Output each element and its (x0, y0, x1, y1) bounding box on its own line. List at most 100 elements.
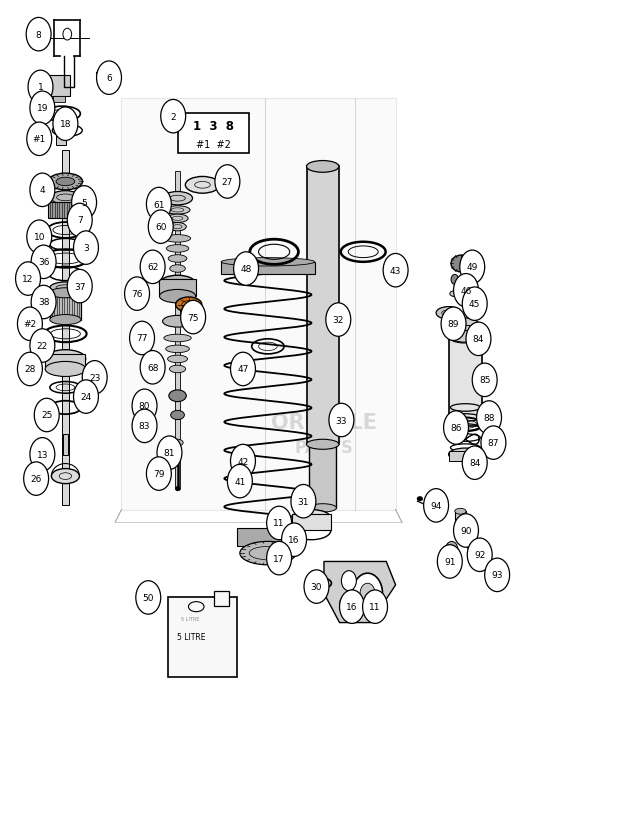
Ellipse shape (51, 469, 80, 484)
Bar (221, 263, 315, 274)
Ellipse shape (307, 161, 339, 173)
Text: 62: 62 (147, 263, 158, 272)
Circle shape (462, 446, 487, 480)
Circle shape (24, 462, 49, 496)
Circle shape (360, 584, 375, 604)
Circle shape (157, 436, 182, 470)
Text: 48: 48 (240, 265, 252, 273)
Text: 93: 93 (492, 571, 503, 579)
Circle shape (424, 489, 449, 522)
Circle shape (445, 542, 458, 558)
Text: 33: 33 (336, 416, 347, 425)
Bar (53, 97, 65, 103)
Ellipse shape (172, 440, 183, 446)
Text: 36: 36 (38, 258, 49, 267)
Text: 27: 27 (222, 178, 233, 186)
Circle shape (27, 221, 52, 254)
Bar (292, 514, 331, 531)
Text: 31: 31 (298, 497, 309, 506)
Text: #1: #1 (32, 135, 46, 144)
Ellipse shape (466, 540, 478, 550)
Text: 1  3  8: 1 3 8 (193, 120, 234, 133)
Circle shape (227, 465, 252, 498)
Circle shape (74, 232, 98, 265)
Circle shape (146, 188, 171, 222)
Polygon shape (121, 99, 396, 510)
Ellipse shape (185, 177, 219, 194)
Bar (449, 326, 480, 337)
Text: 84: 84 (473, 335, 484, 344)
Circle shape (467, 538, 492, 572)
Circle shape (28, 71, 53, 104)
Text: 28: 28 (24, 365, 36, 374)
Text: 83: 83 (139, 422, 150, 431)
Circle shape (441, 308, 466, 341)
Circle shape (34, 399, 59, 432)
Ellipse shape (417, 497, 423, 502)
Ellipse shape (97, 69, 108, 78)
Bar (478, 553, 491, 565)
Ellipse shape (175, 487, 180, 492)
Bar (62, 150, 69, 506)
Bar (237, 528, 299, 547)
Circle shape (383, 254, 408, 288)
Bar (455, 512, 466, 535)
Ellipse shape (169, 266, 185, 273)
Text: PARTS: PARTS (295, 438, 353, 456)
Ellipse shape (168, 356, 188, 363)
Ellipse shape (45, 350, 85, 369)
Text: 11: 11 (273, 519, 285, 528)
Bar (214, 591, 229, 606)
Text: 13: 13 (37, 451, 48, 459)
Ellipse shape (449, 448, 482, 461)
Circle shape (30, 329, 55, 363)
Text: 5: 5 (81, 199, 87, 207)
Text: 89: 89 (448, 320, 459, 329)
Text: 85: 85 (479, 376, 490, 385)
Text: 3: 3 (83, 244, 89, 252)
Circle shape (460, 251, 485, 284)
Circle shape (17, 308, 42, 341)
Text: 26: 26 (31, 475, 42, 483)
Bar (45, 354, 85, 370)
Ellipse shape (449, 319, 480, 334)
Ellipse shape (164, 236, 191, 242)
Circle shape (231, 353, 255, 386)
Circle shape (291, 485, 316, 518)
Ellipse shape (176, 298, 202, 313)
Ellipse shape (159, 290, 196, 303)
Circle shape (437, 545, 462, 579)
Text: 11: 11 (369, 603, 381, 611)
Text: 16: 16 (288, 536, 300, 544)
Circle shape (132, 410, 157, 443)
Ellipse shape (182, 302, 196, 309)
Text: 37: 37 (74, 283, 85, 291)
Ellipse shape (171, 410, 184, 420)
Text: 88: 88 (483, 414, 495, 422)
Circle shape (462, 288, 487, 321)
Ellipse shape (48, 174, 82, 191)
Text: 8: 8 (36, 31, 42, 39)
Ellipse shape (450, 292, 460, 297)
Circle shape (472, 364, 497, 397)
Text: 68: 68 (147, 364, 158, 372)
Text: 42: 42 (237, 457, 249, 466)
Text: 61: 61 (153, 201, 164, 209)
Text: 30: 30 (311, 583, 322, 591)
Text: 81: 81 (164, 449, 175, 457)
Text: 12: 12 (22, 275, 34, 283)
Ellipse shape (166, 346, 189, 354)
Text: 38: 38 (38, 298, 49, 307)
Text: 87: 87 (488, 439, 499, 447)
Text: 41: 41 (234, 477, 245, 486)
Bar (175, 171, 180, 489)
Circle shape (30, 438, 55, 472)
Ellipse shape (449, 331, 482, 343)
Text: 7: 7 (77, 217, 83, 225)
Circle shape (125, 278, 150, 311)
Circle shape (97, 62, 121, 95)
Text: 46: 46 (460, 287, 472, 295)
Text: 90: 90 (460, 527, 472, 535)
Circle shape (30, 174, 55, 207)
Text: 91: 91 (444, 558, 455, 566)
